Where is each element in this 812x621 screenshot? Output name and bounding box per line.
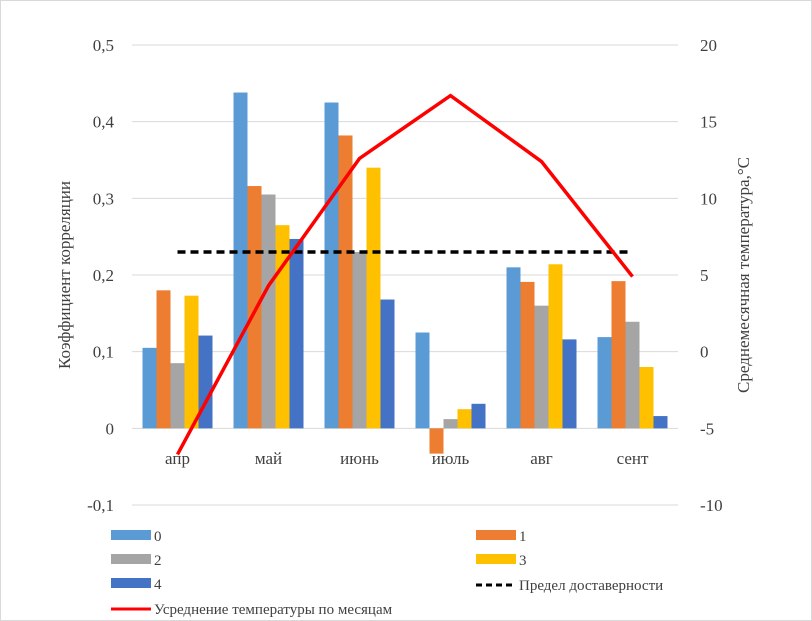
bar-series-2-авг bbox=[534, 305, 549, 429]
legend-swatch-series-3 bbox=[476, 554, 516, 564]
bar-series-4-июнь bbox=[380, 299, 395, 429]
x-tick-label: июль bbox=[432, 449, 470, 468]
bars bbox=[142, 92, 668, 454]
bar-series-1-июнь bbox=[338, 135, 353, 429]
legend-swatch-series-0 bbox=[111, 530, 151, 540]
y2-tick-label: -5 bbox=[700, 419, 714, 438]
x-tick-label: июнь bbox=[340, 449, 379, 468]
bar-series-2-июнь bbox=[352, 252, 367, 429]
y-tick-label: 0 bbox=[106, 419, 115, 438]
y-tick-label: 0,2 bbox=[93, 266, 114, 285]
bar-series-0-авг bbox=[506, 267, 521, 429]
bar-series-3-апр bbox=[184, 295, 199, 429]
bar-series-0-апр bbox=[142, 347, 157, 429]
y2-tick-label: 5 bbox=[700, 266, 709, 285]
bar-series-1-сент bbox=[611, 281, 626, 429]
y2-tick-label: 20 bbox=[700, 36, 717, 55]
y-tick-label: 0,3 bbox=[93, 189, 114, 208]
y-tick-label: -0,1 bbox=[87, 496, 114, 515]
bar-series-4-июль bbox=[471, 403, 486, 429]
bar-series-1-май bbox=[247, 186, 262, 429]
x-tick-label: май bbox=[255, 449, 282, 468]
gridlines bbox=[132, 44, 678, 506]
y2-tick-label: 0 bbox=[700, 343, 709, 362]
legend-label-series-3: 3 bbox=[519, 553, 527, 569]
lines bbox=[175, 93, 634, 456]
x-tick-labels: апр май июнь июль авг сент bbox=[165, 449, 649, 468]
y2-axis-label: Среднемесячная температура,°С bbox=[734, 157, 753, 393]
bar-series-3-авг bbox=[548, 264, 563, 429]
bar-series-3-сент bbox=[639, 367, 654, 429]
bar-series-3-июнь bbox=[366, 167, 381, 429]
bar-series-2-май bbox=[261, 194, 276, 429]
bar-series-1-апр bbox=[156, 290, 171, 429]
bar-series-3-май bbox=[275, 225, 290, 429]
legend-label-threshold: Предел доставерности bbox=[519, 578, 663, 594]
bar-series-0-июнь bbox=[324, 102, 339, 429]
bar-series-3-июль bbox=[457, 409, 472, 429]
bar-series-0-май bbox=[233, 92, 248, 429]
legend-swatch-series-4 bbox=[111, 578, 151, 588]
y-axis-label: Коэффициент корреляции bbox=[55, 181, 74, 369]
legend: 0 1 2 3 4 Предел доставерности Усреднени… bbox=[111, 529, 663, 618]
bar-series-2-сент bbox=[625, 321, 640, 429]
y-tick-label: 0,1 bbox=[93, 343, 114, 362]
y2-tick-label: 15 bbox=[700, 113, 717, 132]
bar-series-0-июль bbox=[415, 332, 430, 429]
x-tick-label: авг bbox=[530, 449, 553, 468]
legend-label-series-1: 1 bbox=[519, 529, 527, 545]
bar-series-4-май bbox=[289, 238, 304, 429]
x-tick-label: сент bbox=[617, 449, 649, 468]
legend-swatch-series-2 bbox=[111, 554, 151, 564]
bar-series-0-сент bbox=[597, 337, 612, 429]
legend-label-series-0: 0 bbox=[154, 529, 162, 545]
y-tick-labels: -0,1 0 0,1 0,2 0,3 0,4 0,5 bbox=[87, 36, 114, 515]
y2-tick-label: -10 bbox=[700, 496, 723, 515]
x-tick-label: апр bbox=[165, 449, 190, 468]
y2-tick-label: 10 bbox=[700, 189, 717, 208]
y-tick-label: 0,4 bbox=[93, 113, 115, 132]
legend-label-series-2: 2 bbox=[154, 553, 162, 569]
y2-tick-labels: -10 -5 0 5 10 15 20 bbox=[700, 36, 723, 515]
bar-series-1-авг bbox=[520, 281, 535, 429]
bar-series-4-апр bbox=[198, 335, 213, 429]
legend-swatch-series-1 bbox=[476, 530, 516, 540]
legend-label-series-4: 4 bbox=[154, 577, 162, 593]
bar-series-2-апр bbox=[170, 363, 185, 429]
temperature-line bbox=[175, 93, 634, 456]
legend-label-temperature: Усреднение температуры по месяцам bbox=[154, 602, 393, 618]
bar-series-4-авг bbox=[562, 339, 577, 429]
bar-series-1-июль bbox=[429, 428, 444, 454]
bar-series-2-июль bbox=[443, 419, 458, 429]
bar-series-4-сент bbox=[653, 416, 668, 429]
y-tick-label: 0,5 bbox=[93, 36, 114, 55]
